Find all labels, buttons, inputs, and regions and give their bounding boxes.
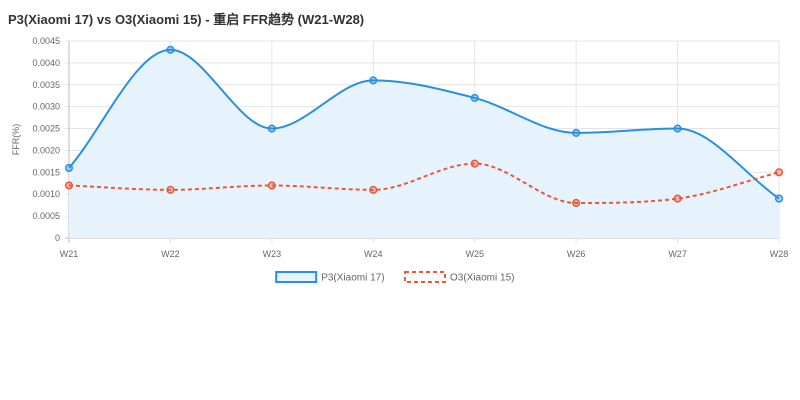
legend-label: O3(Xiaomi 15) bbox=[450, 273, 514, 284]
series-1 bbox=[64, 45, 784, 238]
series-line bbox=[68, 48, 780, 200]
series-line bbox=[68, 162, 780, 204]
y-tick-label: 0.0030 bbox=[32, 102, 60, 112]
data-point[interactable] bbox=[572, 128, 581, 137]
legend-item[interactable]: O3(Xiaomi 15) bbox=[404, 271, 514, 284]
data-point[interactable] bbox=[572, 198, 581, 208]
y-tick-label: 0.0035 bbox=[32, 80, 60, 90]
y-axis-ticks: 0 0.0005 0.0010 0.0015 0.0020 0.0025 0.0030 0.0… bbox=[32, 36, 60, 243]
series-layer bbox=[64, 45, 784, 238]
x-tick-label: W23 bbox=[263, 249, 282, 259]
y-tick-label: 0.0010 bbox=[32, 189, 60, 199]
data-point[interactable] bbox=[166, 185, 175, 194]
data-point[interactable] bbox=[64, 163, 74, 173]
chart-title: P3(Xiaomi 17) vs O3(Xiaomi 15) - 重启 FFR趋… bbox=[8, 12, 365, 27]
data-point[interactable] bbox=[166, 45, 175, 54]
data-point[interactable] bbox=[673, 124, 682, 133]
x-tick-label: W25 bbox=[465, 249, 484, 259]
x-tick-label: W24 bbox=[364, 249, 383, 259]
legend-label: P3(Xiaomi 17) bbox=[321, 273, 384, 284]
series-2 bbox=[64, 159, 784, 208]
y-tick-label: 0.0015 bbox=[32, 167, 60, 177]
x-tick-label: W27 bbox=[668, 249, 687, 259]
data-point[interactable] bbox=[267, 181, 276, 190]
y-tick-label: 0.0020 bbox=[32, 145, 60, 155]
data-point[interactable] bbox=[64, 181, 74, 190]
y-tick-label: 0.0025 bbox=[32, 124, 60, 134]
data-point[interactable] bbox=[774, 168, 784, 177]
legend: P3(Xiaomi 17) O3(Xiaomi 15) bbox=[275, 271, 514, 284]
data-point[interactable] bbox=[470, 93, 479, 102]
series-area bbox=[69, 49, 779, 238]
x-tick-label: W26 bbox=[567, 249, 586, 259]
data-point[interactable] bbox=[673, 194, 682, 203]
data-point[interactable] bbox=[267, 124, 276, 133]
legend-swatch bbox=[275, 271, 318, 283]
data-point[interactable] bbox=[470, 159, 479, 168]
y-tick-label: 0 bbox=[55, 233, 60, 243]
legend-swatch bbox=[404, 271, 446, 283]
data-point[interactable] bbox=[369, 185, 378, 194]
x-tick-label: W28 bbox=[770, 249, 789, 259]
y-axis-title: FFR(%) bbox=[11, 124, 21, 156]
x-tick-label: W22 bbox=[161, 249, 180, 259]
data-point[interactable] bbox=[369, 76, 378, 85]
y-tick-label: 0.0045 bbox=[32, 36, 60, 46]
legend-item[interactable]: P3(Xiaomi 17) bbox=[275, 271, 385, 284]
y-tick-label: 0.0040 bbox=[32, 58, 60, 68]
data-point[interactable] bbox=[774, 194, 784, 203]
x-tick-label: W21 bbox=[60, 249, 79, 259]
x-axis-ticks: W21 W22 W23 W24 W25 W26 W27 W28 bbox=[60, 249, 789, 259]
y-tick-label: 0.0005 bbox=[32, 211, 60, 221]
